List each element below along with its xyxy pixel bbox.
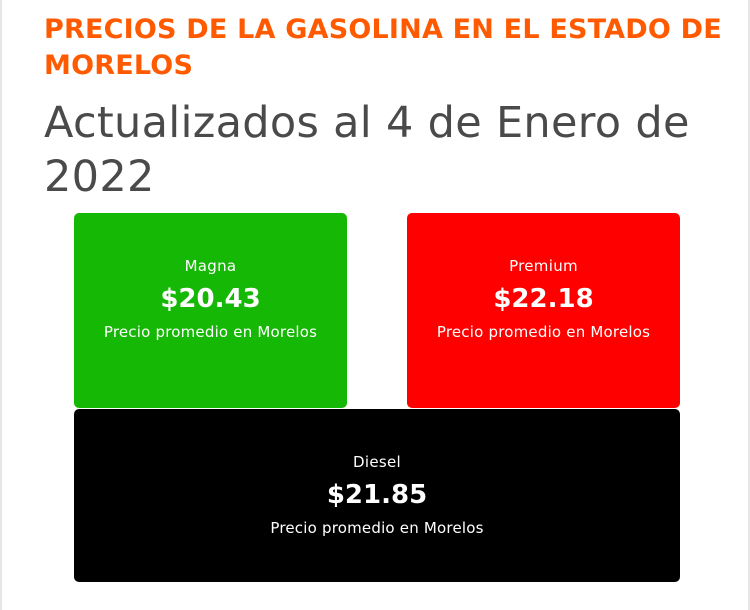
fuel-price-magna: $20.43: [160, 284, 261, 314]
update-date-subtitle: Actualizados al 4 de Enero de 2022: [44, 98, 690, 202]
fuel-price-premium: $22.18: [493, 284, 594, 314]
fuel-name-premium: Premium: [509, 257, 578, 275]
fuel-description-premium: Precio promedio en Morelos: [436, 323, 651, 341]
fuel-name-magna: Magna: [184, 257, 237, 275]
fuel-card-premium: Premium $22.18 Precio promedio en Morelo…: [407, 213, 680, 408]
fuel-card-diesel: Diesel $21.85 Precio promedio en Morelos: [74, 409, 680, 582]
page-title: PRECIOS DE LA GASOLINA EN EL ESTADO DE M…: [44, 14, 722, 81]
fuel-price-diesel: $21.85: [326, 480, 428, 510]
fuel-card-magna: Magna $20.43 Precio promedio en Morelos: [74, 213, 347, 408]
fuel-name-diesel: Diesel: [353, 453, 401, 471]
fuel-description-diesel: Precio promedio en Morelos: [270, 519, 484, 537]
fuel-description-magna: Precio promedio en Morelos: [103, 323, 318, 341]
